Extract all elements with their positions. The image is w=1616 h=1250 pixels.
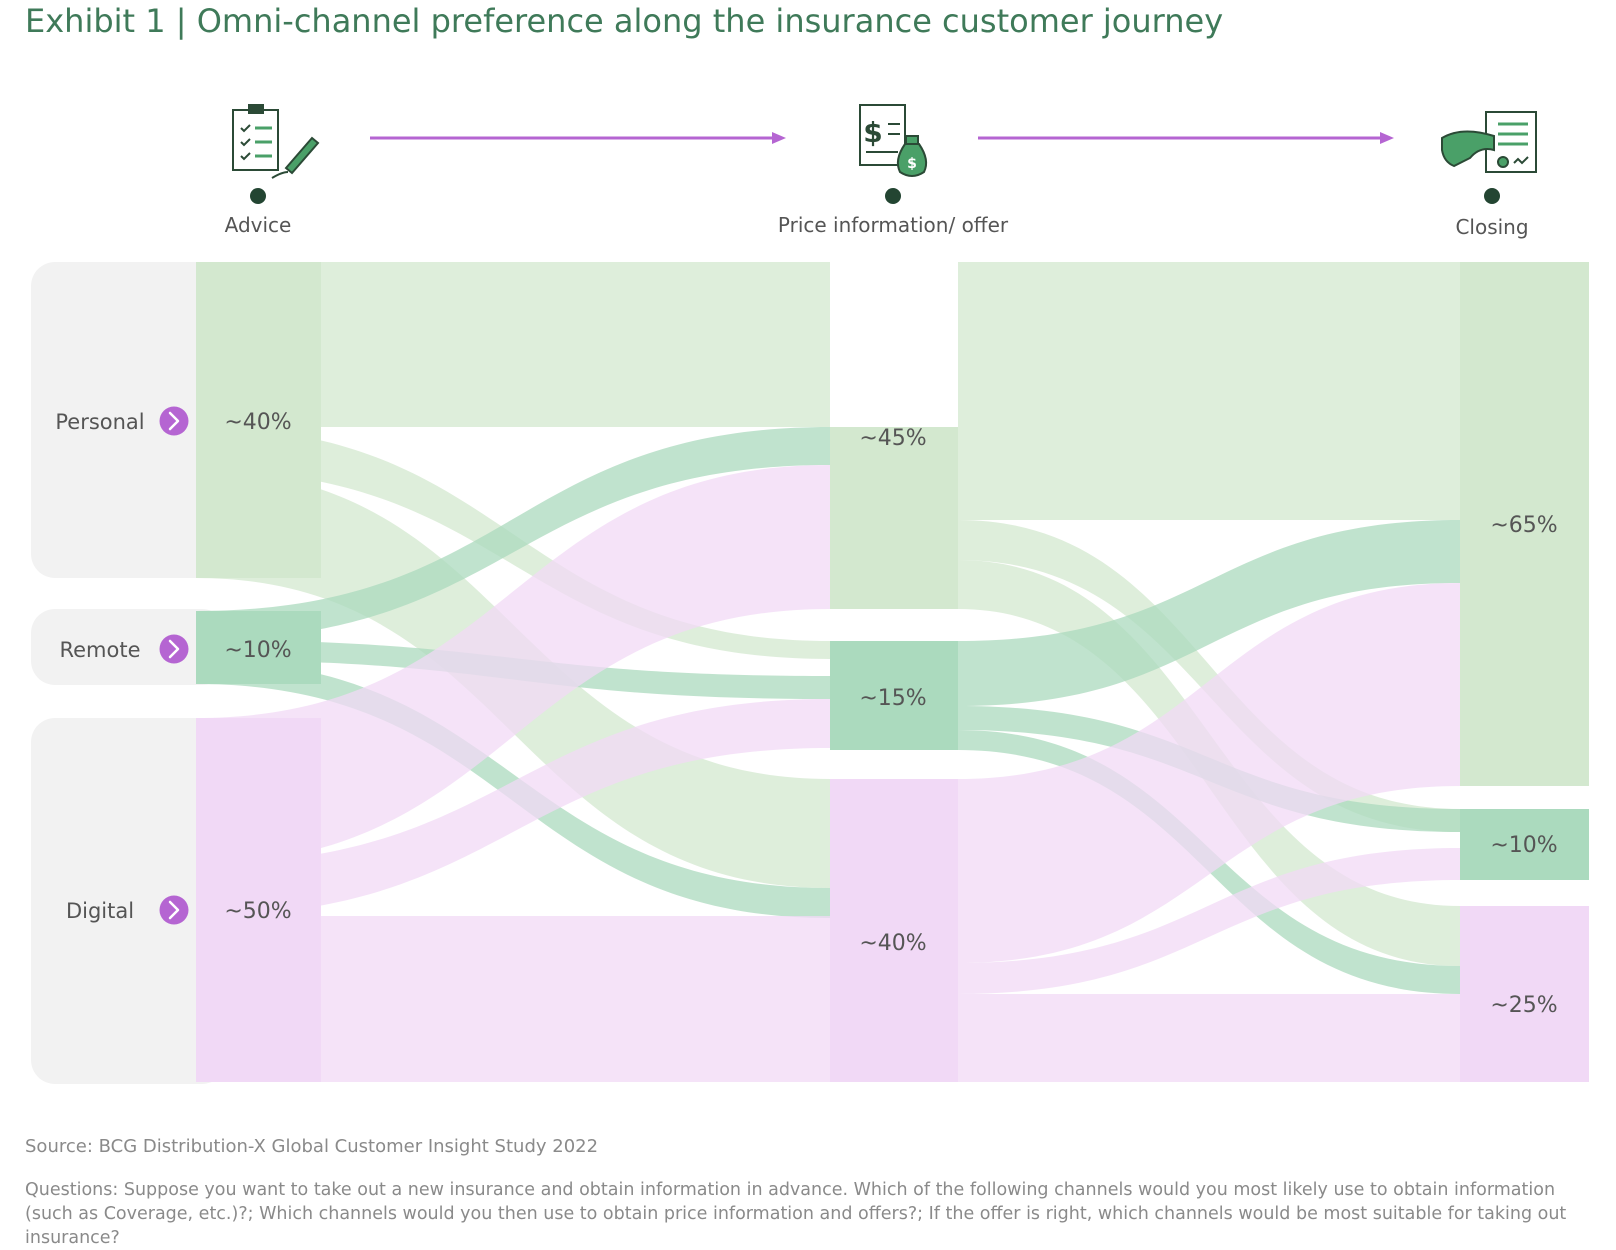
- svg-text:$: $: [863, 116, 882, 149]
- node-price-remote: [830, 641, 958, 750]
- row-background-digital: [31, 718, 226, 1084]
- questions-note: Questions: Suppose you want to take out …: [25, 1180, 1567, 1248]
- channel-label-personal: Personal: [55, 410, 144, 434]
- channel-label-remote: Remote: [59, 638, 140, 662]
- source-note: Source: BCG Distribution-X Global Custom…: [25, 1136, 599, 1157]
- node-closing-digital: [1460, 906, 1589, 1082]
- node-advice-remote: [196, 611, 321, 684]
- chevron-right-icon[interactable]: [159, 406, 189, 436]
- value-label-closing-digital: ~25%: [1490, 993, 1557, 1018]
- flow-personal-to-remote: [958, 520, 1460, 832]
- flow-personal-to-personal: [958, 262, 1460, 520]
- invoice-money-bag-icon: $ $: [859, 104, 928, 177]
- node-price-personal: [830, 427, 958, 609]
- flow-digital-to-remote: [196, 699, 830, 916]
- flow-digital-to-personal: [958, 583, 1460, 963]
- value-label-advice-remote: ~10%: [224, 638, 291, 663]
- flow-remote-to-personal: [958, 520, 1460, 706]
- value-label-price-remote: ~15%: [859, 686, 926, 711]
- row-background-personal: [31, 262, 226, 578]
- flow-digital-to-digital: [196, 916, 830, 1082]
- node-advice-personal: [196, 262, 321, 578]
- node-price-digital: [830, 779, 958, 1082]
- flow-digital-to-digital: [958, 994, 1460, 1082]
- stage-marker: [1484, 188, 1500, 204]
- chevron-right-icon[interactable]: [159, 895, 189, 925]
- flow-bands: [196, 262, 1460, 1082]
- value-label-closing-remote: ~10%: [1490, 833, 1557, 858]
- svg-text:$: $: [907, 156, 917, 172]
- stage-price: $ $ Price information/ offer: [778, 104, 1009, 237]
- node-closing-personal: [1460, 262, 1589, 786]
- row-label-personal: Personal: [55, 406, 189, 436]
- stage-label-price-information: Price information/ offer: [778, 213, 1009, 237]
- node-bars: [196, 262, 1589, 1082]
- stage-label-closing: Closing: [1455, 215, 1528, 239]
- stage-label-advice: Advice: [225, 213, 292, 237]
- value-label-price-digital: ~40%: [859, 931, 926, 956]
- row-label-digital: Digital: [66, 895, 189, 925]
- value-label-advice-personal: ~40%: [224, 410, 291, 435]
- clipboard-checklist-pen-icon: [232, 104, 320, 179]
- node-closing-remote: [1460, 809, 1589, 880]
- stage-advice: Advice: [225, 104, 320, 237]
- value-label-closing-personal: ~65%: [1490, 513, 1557, 538]
- channel-label-digital: Digital: [66, 899, 134, 923]
- node-labels: ~40% ~10% ~50% ~45% ~15% ~40% ~65% ~10% …: [224, 410, 1557, 1018]
- journey-arrow: [370, 132, 786, 144]
- stage-marker: [250, 188, 266, 204]
- flow-digital-to-remote: [958, 848, 1460, 994]
- journey-arrow: [978, 132, 1394, 144]
- node-advice-digital: [196, 718, 321, 1082]
- row-label-remote: Remote: [59, 634, 189, 664]
- flow-personal-to-personal: [196, 262, 830, 427]
- row-background-remote: [31, 609, 226, 685]
- flow-remote-to-personal: [196, 427, 830, 640]
- value-label-advice-digital: ~50%: [224, 899, 291, 924]
- stage-closing: Closing: [1441, 111, 1537, 239]
- flow-digital-to-personal: [196, 465, 830, 864]
- handshake-contract-icon: [1441, 111, 1537, 173]
- value-label-price-personal: ~45%: [859, 426, 926, 451]
- stage-marker: [885, 188, 901, 204]
- chevron-right-icon[interactable]: [159, 634, 189, 664]
- exhibit-title: Exhibit 1 | Omni-channel preference alon…: [25, 2, 1224, 40]
